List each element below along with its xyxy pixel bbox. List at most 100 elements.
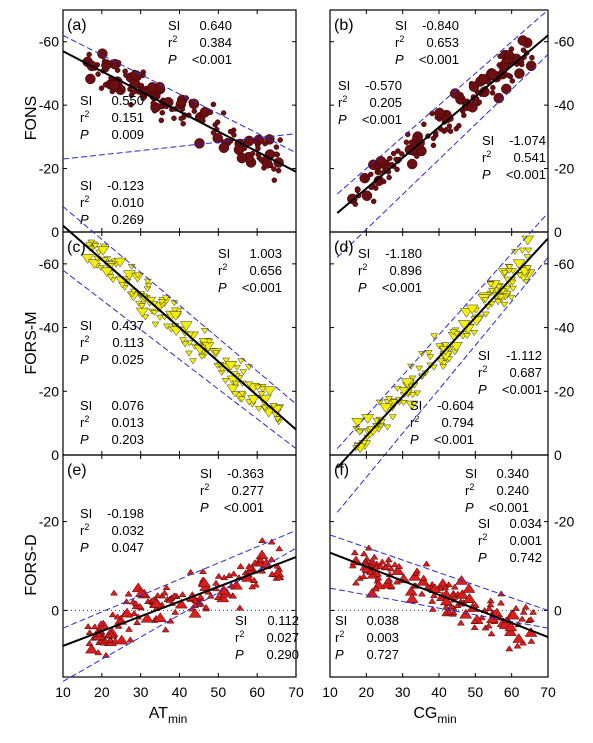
data-point [355,429,364,436]
ci-line [336,54,549,258]
data-point [523,265,532,272]
r2-value: 0.003 [366,630,399,645]
r2-label: r2 [338,94,347,110]
data-point [81,254,95,264]
data-point [218,366,227,373]
data-point [181,341,190,348]
data-point [487,69,498,80]
data-point [101,58,108,64]
r2-value: 0.541 [513,150,546,165]
data-point [506,609,520,620]
data-point [370,553,379,560]
data-point [86,51,92,58]
r2-label: r2 [200,482,209,498]
x-tick-label: 40 [172,684,188,700]
data-point [157,299,166,306]
data-point [458,333,467,340]
panel-c: 0 -20 -40 -60 (c) SI 1.003 r2 0.656 P <0.001 SI 0.43… [39,206,297,463]
data-point [205,338,214,345]
data-point [180,120,186,127]
figure-text-layer: FONS FORS-M FORS-D ATmin CGmin [23,96,457,726]
data-point [387,582,396,589]
data-point [375,163,381,169]
data-point [430,333,439,340]
p-value: 0.047 [111,540,144,555]
data-point [430,142,437,149]
data-point [494,299,503,306]
data-point [106,274,115,281]
data-point [221,378,230,385]
data-point [430,135,437,142]
si-value: -0.570 [365,78,402,93]
data-point [218,142,230,154]
data-point [428,605,437,612]
stats-annotation: SI -1.112 r2 0.687 P <0.001 [478,348,542,397]
data-point [191,108,198,114]
data-point [519,61,525,68]
data-point [253,384,262,391]
data-point [245,399,254,406]
data-point [214,119,221,125]
r2-value: 0.653 [426,35,459,50]
data-point [405,593,419,603]
x-tick-label: 10 [55,684,71,700]
r2-label: r2 [168,34,177,50]
data-point [194,138,205,149]
fit-line [62,50,297,173]
data-point [104,631,113,638]
data-point [405,400,419,411]
data-point [481,311,490,318]
data-point [175,104,181,110]
si-value: -1.180 [385,246,422,261]
data-point [251,559,259,566]
data-point [151,321,160,328]
data-point [378,558,387,565]
data-point [518,615,527,622]
x-tick-label: 20 [94,684,110,700]
data-point [372,585,381,592]
data-point [231,132,237,138]
data-point [136,602,144,609]
data-point [383,424,392,431]
si-label: SI [200,466,212,481]
data-point [529,54,535,61]
y-tick-label: -60 [39,34,59,50]
data-point [95,71,101,77]
data-point [191,597,200,604]
data-point [520,47,527,53]
r2-value: 0.656 [249,263,282,278]
data-point [125,625,134,632]
data-point [383,577,392,584]
ci-line [336,257,549,513]
si-label: SI [478,348,490,363]
data-point [477,614,486,621]
data-point [171,608,180,615]
data-point [457,97,464,104]
data-point [443,127,449,133]
si-value: -0.123 [107,178,144,193]
data-point [98,85,105,91]
data-point [372,417,381,424]
data-point [399,399,408,406]
data-point [179,106,186,112]
stats-annotation: SI 0.112 r2 0.027 P 0.290 [235,613,299,662]
x-axis-title-atmin: ATmin [149,705,188,726]
data-point [392,578,401,585]
y-tick-label: -20 [39,514,59,530]
data-point [512,604,520,611]
y-tick-label: 0 [51,602,59,618]
data-point [404,144,416,155]
si-value: 0.550 [111,93,144,108]
data-point [508,285,517,292]
fit-line [62,556,297,647]
si-label: SI [80,318,92,333]
r2-label: r2 [482,149,491,165]
data-point [500,270,509,277]
data-point [390,561,399,568]
data-point [199,567,207,574]
data-point [449,329,458,336]
stats-annotation: SI -0.198 r2 0.032 P 0.047 [80,506,144,555]
data-point [115,634,129,645]
data-point [429,364,438,371]
data-point [462,583,476,593]
